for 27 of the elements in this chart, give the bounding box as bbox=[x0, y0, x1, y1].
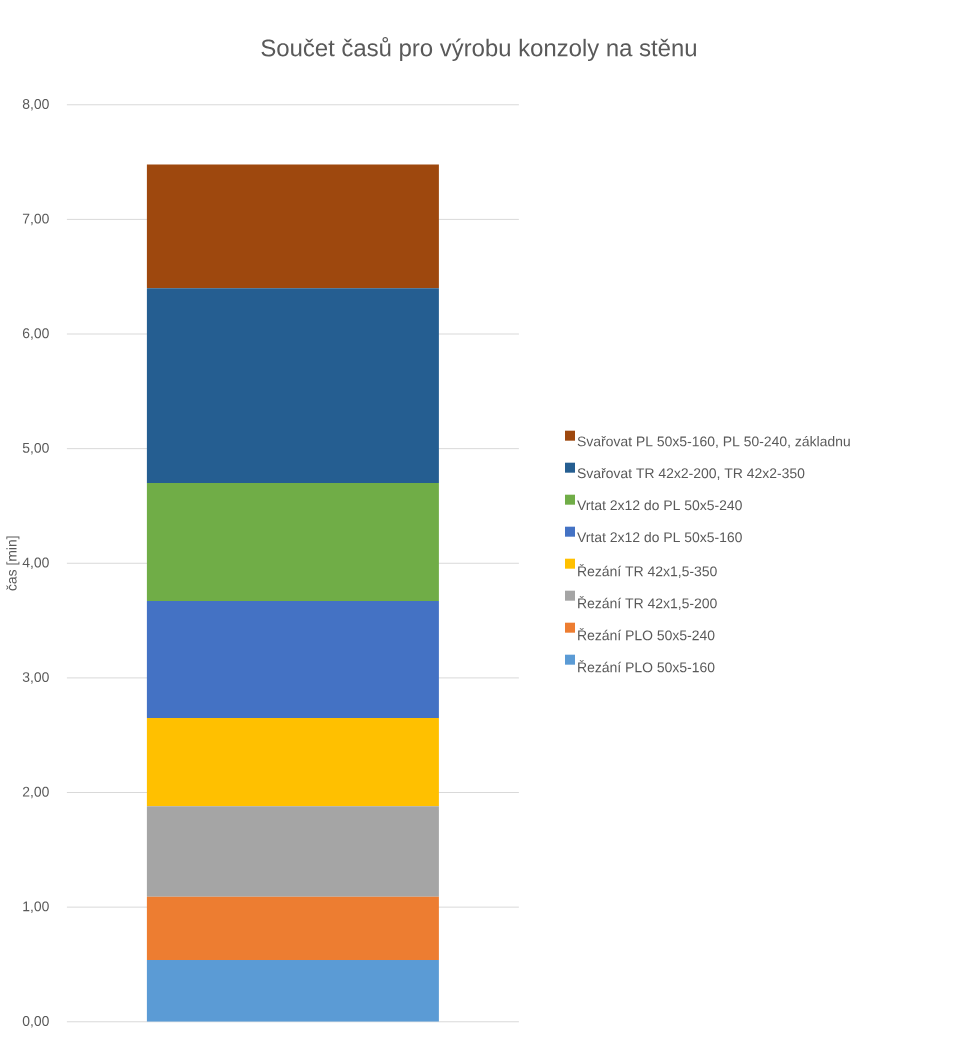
y-tick-label: 3,00 bbox=[22, 672, 49, 684]
y-tick-label: 2,00 bbox=[22, 786, 49, 799]
legend-label: Vrtat 2x12 do PL 50x5-240 bbox=[577, 499, 742, 511]
legend-label: Řezání TR 42x1,5-350 bbox=[578, 563, 717, 578]
y-tick-label: 4,00 bbox=[22, 557, 49, 570]
bar bbox=[146, 896, 439, 960]
y-axis-title: čas [min] bbox=[6, 536, 20, 591]
legend-label: Svařovat PL 50x5-160, PL 50-240, základnu bbox=[577, 435, 850, 448]
legend-label: Svařovat TR 42x2-200, TR 42x2-350 bbox=[577, 467, 805, 480]
legend-label: Řezání PLO 50x5-160 bbox=[578, 659, 715, 673]
bar bbox=[146, 718, 439, 807]
y-tick-label: 8,00 bbox=[22, 99, 49, 111]
y-tick-label: 0,00 bbox=[22, 1016, 49, 1028]
y-tick-label: 7,00 bbox=[22, 213, 49, 226]
y-tick-label: 6,00 bbox=[22, 328, 49, 340]
legend-label: Řezání PLO 50x5-240 bbox=[578, 627, 715, 641]
bar bbox=[146, 959, 439, 1022]
y-tick-label: 1,00 bbox=[23, 901, 49, 913]
bar bbox=[146, 288, 439, 484]
chart-title: Součet časů pro výrobu konzoly na stěnu bbox=[261, 36, 696, 62]
legend-label: Řezání TR 42x1,5-200 bbox=[578, 595, 717, 610]
bar bbox=[146, 601, 439, 719]
bar bbox=[146, 806, 439, 897]
bar bbox=[146, 483, 439, 602]
bar bbox=[146, 164, 439, 289]
y-tick-label: 5,00 bbox=[22, 442, 49, 455]
legend-label: Vrtat 2x12 do PL 50x5-160 bbox=[577, 531, 742, 543]
